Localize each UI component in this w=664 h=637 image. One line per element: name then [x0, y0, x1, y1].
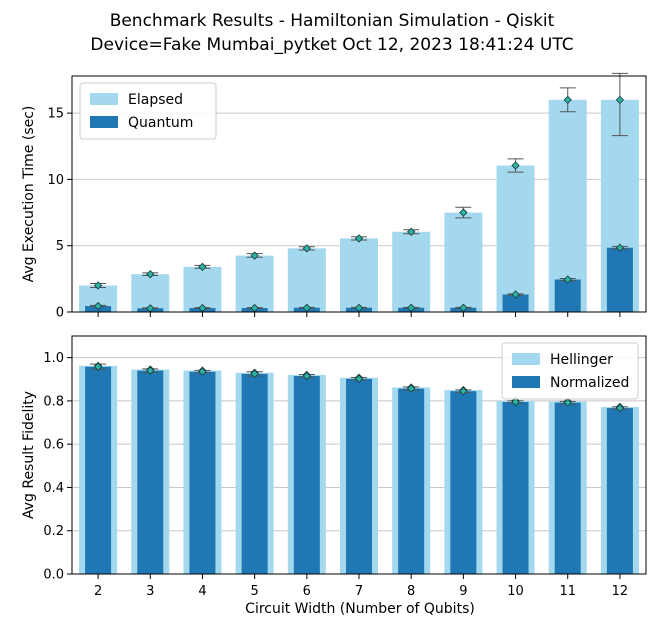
time-legend-label-elapsed: Elapsed — [128, 92, 183, 108]
fidelity-ytick-label: 0.6 — [43, 438, 64, 453]
fidelity-xtick-label: 4 — [198, 584, 206, 599]
fidelity-ytick-label: 1.0 — [43, 351, 64, 366]
fidelity-legend: Hellinger Normalized — [501, 342, 639, 400]
fidelity-xtick-label: 3 — [146, 584, 154, 599]
fidelity-ytick-label: 0.8 — [43, 394, 64, 409]
fidelity-point-normalized — [615, 403, 625, 413]
time-bar-elapsed — [496, 165, 535, 312]
fidelity-xtick-label: 2 — [94, 584, 102, 599]
fidelity-point-normalized — [302, 371, 311, 381]
time-point-elapsed — [250, 251, 259, 260]
fidelity-ytick-label: 0.0 — [43, 568, 64, 583]
x-axis-label: Circuit Width (Number of Qubits) — [245, 601, 475, 617]
time-ytick-label: 0 — [56, 306, 64, 321]
result-fidelity-chart: 0.0 0.2 0.4 0.6 0.8 1.0 2 3 4 5 6 7 8 9 10 11 12 Avg Resu… — [21, 335, 647, 599]
fidelity-bar-normalized — [450, 391, 477, 574]
fidelity-point-normalized — [354, 374, 364, 384]
fidelity-xtick-label: 11 — [559, 584, 576, 599]
time-point-elapsed — [407, 227, 416, 236]
time-ytick-label: 15 — [47, 107, 64, 122]
time-point-quantum — [302, 303, 311, 312]
fidelity-legend-swatch-normalized — [512, 376, 540, 388]
time-point-elapsed — [354, 234, 364, 243]
fidelity-point-normalized — [407, 384, 416, 393]
time-bar-quantum — [606, 247, 633, 312]
time-bar-elapsed — [340, 238, 378, 312]
time-legend: Elapsed Quantum — [79, 82, 217, 140]
time-bar-quantum — [502, 294, 529, 312]
fidelity-bar-normalized — [137, 370, 164, 574]
fidelity-bar-normalized — [293, 376, 320, 574]
fidelity-bar-normalized — [606, 408, 633, 574]
fidelity-bar-normalized — [189, 371, 216, 574]
fidelity-bar-normalized — [554, 402, 581, 574]
time-point-quantum — [563, 275, 572, 284]
fidelity-bar-normalized — [241, 373, 268, 574]
time-bar-elapsed — [444, 212, 483, 312]
time-ytick-label: 10 — [47, 173, 64, 188]
time-point-quantum — [354, 303, 364, 312]
time-point-elapsed — [511, 161, 520, 170]
fidelity-xtick-label: 10 — [507, 584, 524, 599]
fidelity-point-normalized — [459, 387, 468, 396]
fidelity-xtick-label: 5 — [250, 584, 258, 599]
fidelity-point-normalized — [250, 369, 259, 379]
fidelity-ytick-label: 0.4 — [43, 481, 64, 496]
fidelity-bar-normalized — [85, 366, 112, 574]
fidelity-point-normalized — [146, 366, 155, 375]
time-bar-elapsed — [235, 255, 274, 312]
fidelity-legend-swatch-hellinger — [512, 353, 540, 365]
fidelity-legend-label-normalized: Normalized — [550, 375, 629, 391]
fidelity-point-normalized — [198, 367, 207, 376]
time-point-elapsed — [615, 95, 625, 105]
fidelity-xtick-label: 6 — [303, 584, 311, 599]
time-bar-elapsed — [287, 248, 326, 312]
figure-title-line-1: Benchmark Results - Hamiltonian Simulati… — [110, 11, 555, 31]
time-point-quantum — [93, 301, 103, 311]
time-point-quantum — [407, 303, 416, 312]
time-legend-label-quantum: Quantum — [128, 115, 193, 131]
execution-time-chart: 0 5 10 15 Avg Execution Time (sec) Elapsed Qua… — [21, 72, 647, 321]
fidelity-point-normalized — [93, 362, 103, 371]
time-point-quantum — [511, 290, 520, 299]
time-point-elapsed — [302, 244, 311, 253]
time-ytick-label: 5 — [56, 239, 64, 254]
fidelity-point-normalized — [563, 398, 572, 407]
fidelity-y-axis-label: Avg Result Fidelity — [21, 391, 37, 519]
time-point-elapsed — [198, 262, 207, 272]
time-legend-swatch-elapsed — [90, 93, 118, 105]
figure-title-line-2: Device=Fake Mumbai_pytket Oct 12, 2023 1… — [90, 35, 573, 55]
time-bar-quantum — [554, 279, 581, 312]
time-point-elapsed — [146, 270, 155, 279]
time-legend-swatch-quantum — [90, 116, 118, 128]
fidelity-bar-normalized — [502, 401, 529, 574]
time-y-axis-label: Avg Execution Time (sec) — [21, 106, 37, 283]
time-point-elapsed — [563, 95, 572, 105]
fidelity-bar-normalized — [346, 378, 372, 574]
time-point-quantum — [615, 243, 625, 252]
fidelity-xtick-label: 12 — [612, 584, 629, 599]
fidelity-xtick-label: 8 — [407, 584, 415, 599]
fidelity-xtick-label: 7 — [355, 584, 363, 599]
fidelity-bar-normalized — [398, 388, 425, 574]
time-errorbar — [611, 72, 628, 137]
time-point-elapsed — [93, 281, 103, 290]
fidelity-point-normalized — [511, 397, 520, 407]
fidelity-xtick-label: 9 — [459, 584, 467, 599]
time-point-elapsed — [459, 208, 468, 217]
time-point-quantum — [459, 303, 468, 312]
fidelity-ytick-label: 0.2 — [43, 524, 64, 539]
time-bar-elapsed — [392, 231, 431, 312]
fidelity-legend-label-hellinger: Hellinger — [550, 352, 613, 368]
